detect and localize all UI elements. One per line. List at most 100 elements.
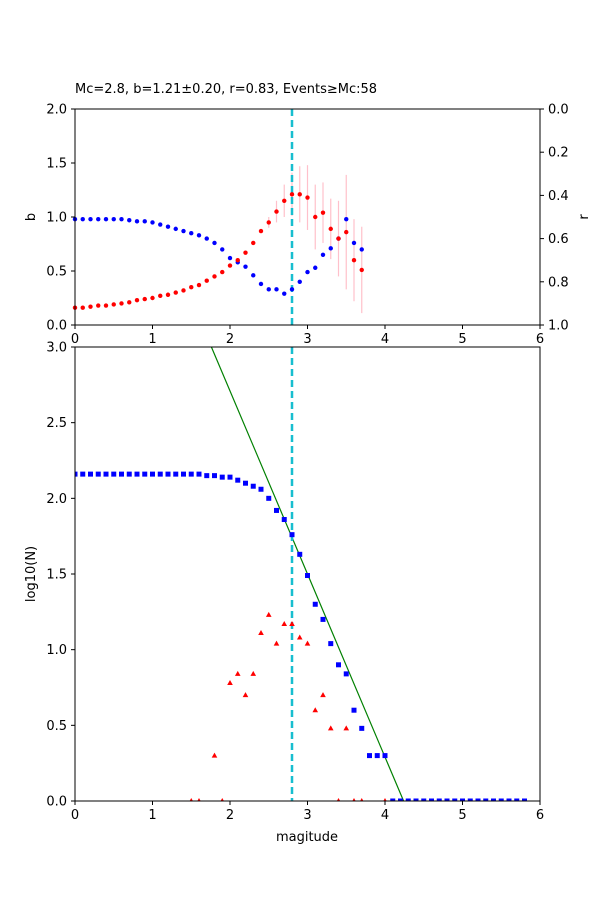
cumulative-point [452,798,458,801]
r-point [165,224,171,229]
b-point [305,195,310,200]
cumulative-point [181,471,186,477]
cumulative-point [196,471,202,477]
noncumulative-point [320,692,326,698]
r-point [289,287,295,292]
b-value-panel: Mc=2.8, b=1.21±0.20, r=0.83, Events≥Mc:5… [24,82,592,347]
cumulative-point [150,471,155,477]
bottom-x-tick-label: 4 [381,808,389,823]
cumulative-point [258,486,264,492]
r-point [111,216,116,222]
b-point [243,250,248,255]
r-point [103,216,109,222]
cumulative-point [405,798,411,801]
r-point [158,222,163,227]
cumulative-point [289,532,295,538]
noncumulative-point [312,707,319,713]
noncumulative-point [189,798,193,801]
cumulative-point [103,471,109,477]
noncumulative-point [336,798,341,801]
bottom-x-tick-label: 0 [71,808,79,823]
b-point [328,226,333,232]
cumulative-point [134,471,140,477]
cumulative-point [320,616,326,622]
b-point [344,229,349,235]
chart-title: Mc=2.8, b=1.21±0.20, r=0.83, Events≥Mc:5… [75,82,377,97]
bottom-y-tick-label: 0.5 [46,719,67,734]
noncumulative-point [242,692,249,698]
b-point [158,293,163,299]
r-point [258,281,264,287]
noncumulative-point [289,620,295,626]
noncumulative-point [211,752,218,758]
r-point [181,228,186,234]
cumulative-point [436,798,442,801]
bottom-x-tick-label: 3 [303,808,311,823]
b-point [289,192,295,197]
r-point [359,247,364,252]
top-y-tick-label: 2.0 [46,103,67,118]
cumulative-point [165,471,171,477]
cumulative-point [382,753,388,759]
cumulative-point [522,798,527,801]
b-point [103,303,109,308]
top-x-tick-label: 3 [303,332,311,347]
top-y-right-tick-label: 0.0 [548,103,569,118]
cumulative-point [359,725,365,731]
b-point [212,274,217,279]
cumulative-point [173,471,179,477]
r-point [220,247,225,252]
cumulative-point [274,507,279,513]
b-point [313,214,318,220]
b-point [258,228,264,234]
cumulative-point [514,798,520,801]
r-point [243,264,248,269]
cumulative-point [80,471,86,477]
cumulative-point [188,471,194,477]
b-point [274,209,279,214]
bottom-x-tick-label: 1 [148,808,156,823]
bottom-y-tick-label: 3.0 [46,341,67,356]
b-point [134,297,140,303]
cumulative-point [444,798,450,801]
top-y-tick-label: 1.5 [46,157,67,172]
b-point [196,282,202,288]
r-point [173,226,178,232]
b-point [282,198,287,203]
b-point [96,303,101,308]
b-point [150,295,155,301]
r-point [266,287,271,292]
b-point [88,304,93,309]
cumulative-point [126,471,132,477]
top-y-right-tick-label: 1.0 [548,319,569,334]
r-point [127,218,132,223]
r-point [227,255,233,261]
b-point [227,263,233,268]
top-y-tick-label: 0.0 [46,319,67,334]
noncumulative-point [383,798,387,801]
r-point [142,219,147,224]
r-point [344,216,349,222]
b-point [127,300,132,305]
top-y-right-tick-label: 0.4 [548,189,569,204]
x-axis-label: magitude [276,830,338,845]
noncumulative-point [281,620,288,626]
b-point [251,240,256,246]
cumulative-point [491,798,496,801]
cumulative-point [297,551,303,557]
bottom-x-tick-label: 6 [536,808,544,823]
y-axis-label-b: b [24,213,39,221]
cumulative-point [336,662,341,668]
b-point [351,258,357,263]
top-x-tick-label: 6 [536,332,544,347]
cumulative-point [398,798,403,801]
b-point [189,285,194,290]
cumulative-point [475,798,481,801]
noncumulative-point [352,798,356,801]
top-y-tick-label: 0.5 [46,265,67,280]
b-point [111,302,116,307]
top-y-right-tick-label: 0.8 [548,275,569,290]
r-point [80,216,85,222]
r-point [196,233,202,238]
cumulative-point [429,798,434,801]
